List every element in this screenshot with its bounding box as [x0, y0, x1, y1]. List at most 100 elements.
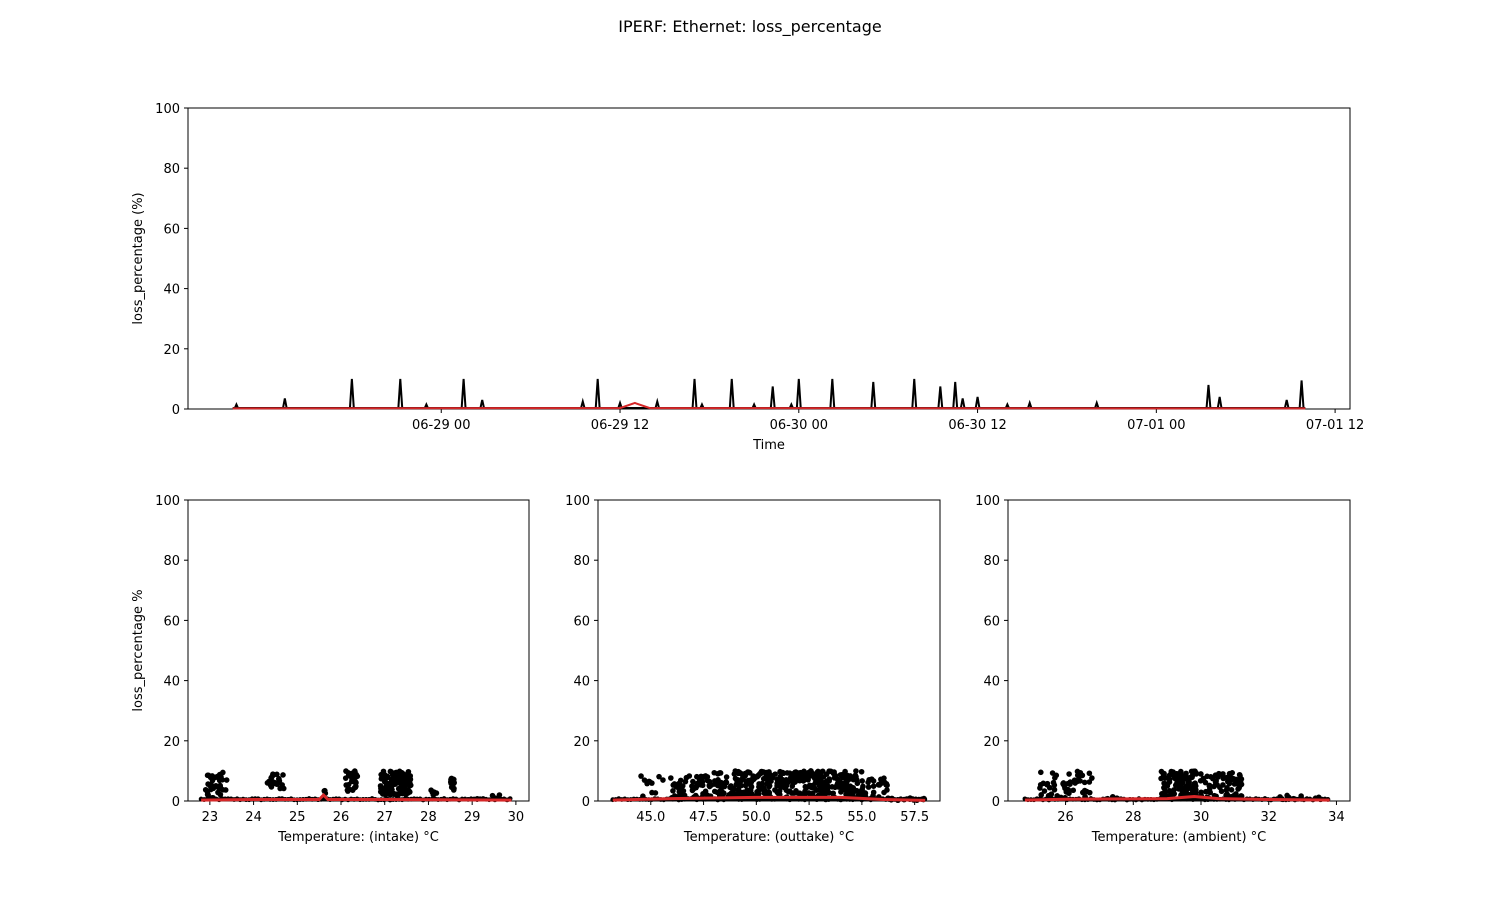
outtake-scatter-point	[822, 785, 828, 791]
intake-scatter-point	[268, 784, 275, 790]
outtake-scatter-point	[815, 768, 821, 775]
ambient-scatter-point	[1223, 792, 1229, 798]
intake-scatter-point	[218, 786, 224, 792]
time-spike	[974, 396, 981, 410]
ambient-scatter-point	[1050, 779, 1057, 786]
ambient-scatter-point	[1200, 775, 1207, 782]
ambient-subplot: 0 20 40 60 80 100 26 28 30 32 34 Temperature: (ambi…	[975, 494, 1351, 845]
outtake-scatter-point	[870, 789, 877, 796]
outtake-axes-frame	[597, 499, 941, 802]
figure-title: IPERF: Ethernet: loss_percentage	[618, 17, 881, 37]
ambient-scatter-point	[1086, 770, 1093, 777]
ambient-scatter-point	[1158, 768, 1165, 775]
ambient-scatter-point	[1180, 787, 1187, 794]
outtake-scatter-point	[870, 778, 877, 784]
ambient-scatter-point	[1192, 785, 1198, 792]
ambient-y-tick-label: 40	[983, 675, 1000, 690]
outtake-scatter-point	[733, 781, 740, 788]
intake-scatter-point	[264, 780, 271, 786]
intake-y-tick-label: 60	[163, 614, 180, 629]
intake-scatter-point	[390, 771, 396, 777]
ambient-scatter-point	[1086, 789, 1093, 796]
ambient-scatter-point	[1161, 792, 1167, 798]
intake-x-axis-label: Temperature: (intake) °C	[277, 830, 439, 845]
time-spike	[654, 397, 661, 410]
ambient-scatter-point	[1038, 792, 1045, 798]
intake-scatter-point	[377, 783, 384, 789]
outtake-scatter-point	[859, 778, 866, 784]
outtake-scatter-point	[748, 790, 755, 797]
intake-scatter-point	[352, 780, 359, 786]
time-x-tick-label: 06-30 00	[770, 418, 828, 433]
ambient-scatter-point	[1086, 779, 1093, 785]
outtake-scatter-point	[742, 782, 749, 789]
outtake-scatter-point	[731, 771, 738, 777]
ambient-y-tick-label: 100	[975, 494, 1000, 509]
intake-x-tick-label: 30	[508, 810, 525, 825]
outtake-x-tick-label: 45.0	[636, 810, 665, 825]
ambient-scatter-point	[1081, 779, 1088, 786]
intake-scatter-point	[402, 772, 408, 779]
intake-scatter-point	[389, 789, 395, 796]
outtake-scatter-point	[788, 773, 794, 780]
time-spike	[870, 381, 877, 410]
outtake-scatter-point	[735, 786, 742, 793]
outtake-x-axis-label: Temperature: (outtake) °C	[683, 830, 854, 845]
outtake-y-tick-label: 40	[573, 675, 590, 690]
outtake-scatter-point	[677, 777, 684, 784]
outtake-scatter-point	[858, 768, 865, 775]
outtake-scatter-point	[784, 780, 791, 786]
outtake-scatter-point	[668, 775, 674, 781]
outtake-scatter-point	[853, 768, 859, 774]
outtake-scatter-point	[766, 772, 773, 779]
intake-scatter-point	[204, 772, 211, 779]
intake-x-tick-label: 28	[420, 810, 437, 825]
plots-layer: 0 20 40 60 80 100 06-29 00 06-29 12 06-30 00 06-3…	[131, 102, 1364, 845]
ambient-scatter-point	[1213, 778, 1219, 784]
intake-x-tick-label: 23	[202, 810, 219, 825]
outtake-scatter-point	[677, 784, 684, 791]
time-spike	[728, 378, 735, 410]
outtake-scatter-point	[823, 771, 830, 777]
outtake-scatter-point	[834, 780, 841, 787]
outtake-scatter-point	[789, 783, 796, 789]
ambient-scatter-point	[1038, 769, 1044, 776]
outtake-scatter-point	[656, 773, 662, 780]
intake-x-tick-label: 29	[464, 810, 481, 825]
intake-x-tick-label: 27	[376, 810, 393, 825]
intake-scatter-point	[346, 786, 353, 793]
outtake-scatter-point	[670, 788, 676, 794]
outtake-scatter-point	[652, 790, 659, 796]
outtake-scatter-point	[795, 770, 802, 776]
outtake-x-tick-label: 52.5	[795, 810, 824, 825]
time-spike	[479, 399, 486, 410]
ambient-y-tick-label: 60	[983, 614, 1000, 629]
outtake-scatter-point	[716, 770, 723, 776]
ambient-scatter-point	[1284, 792, 1290, 799]
time-spike	[1093, 399, 1100, 410]
outtake-scatter-point	[720, 791, 726, 797]
intake-scatter-point	[388, 784, 395, 790]
outtake-scatter-point	[811, 785, 818, 791]
time-spike	[795, 378, 802, 410]
ambient-scatter-point	[1041, 788, 1048, 794]
outtake-scatter-point	[704, 777, 711, 784]
ambient-scatter-point	[1051, 786, 1058, 793]
ambient-scatter-point	[1179, 780, 1186, 786]
outtake-scatter-point	[638, 773, 644, 779]
outtake-scatter-point	[799, 791, 806, 798]
intake-scatter-point	[209, 777, 216, 784]
outtake-scatter-point	[706, 783, 713, 790]
time-spike	[348, 378, 355, 410]
time-y-tick-label: 60	[163, 222, 180, 237]
intake-scatter-point	[343, 782, 350, 788]
ambient-axes-frame	[1007, 499, 1351, 802]
time-spike	[397, 378, 404, 410]
time-spike	[579, 397, 586, 410]
intake-scatter-point	[280, 772, 286, 778]
time-median-line	[232, 401, 1306, 410]
ambient-scatter-point	[1203, 788, 1209, 795]
ambient-scatter-point	[1074, 768, 1081, 775]
outtake-scatter-point	[755, 788, 762, 794]
